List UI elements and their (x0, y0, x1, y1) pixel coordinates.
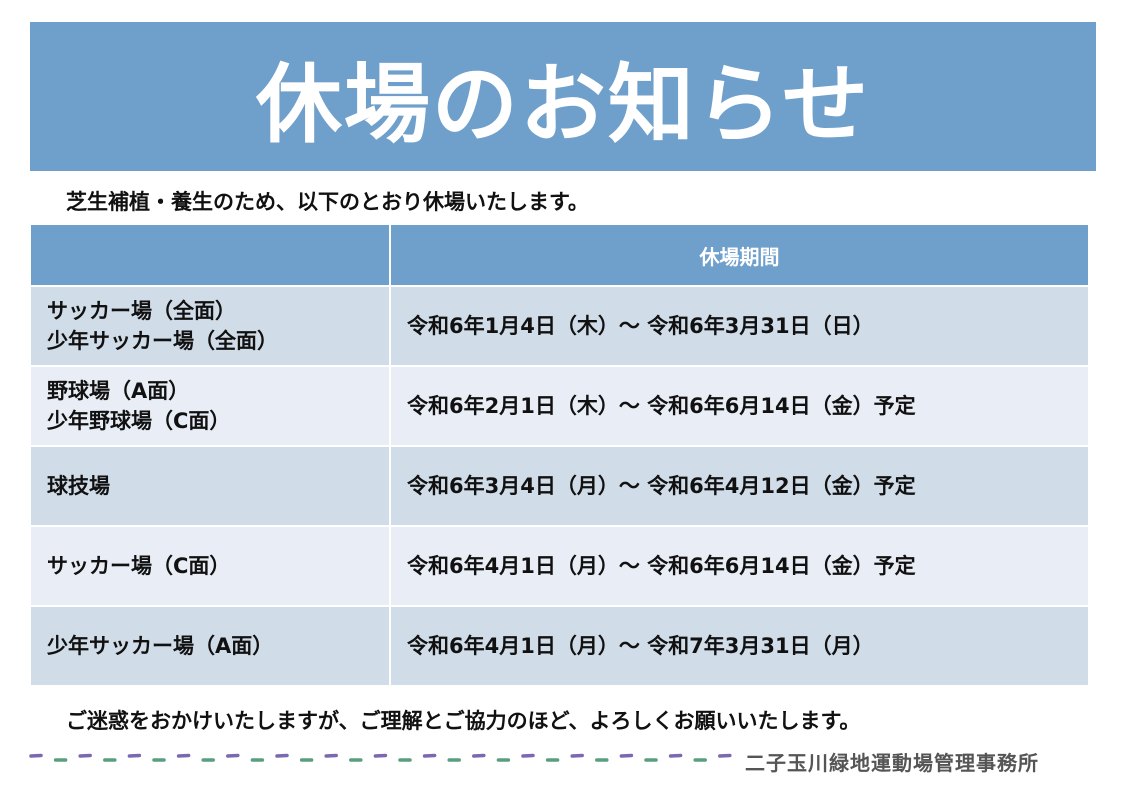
dash-mark (275, 753, 289, 758)
title-banner: 休場のお知らせ (30, 22, 1096, 171)
dashed-divider (29, 753, 732, 762)
header-facility (31, 225, 389, 285)
dash-mark (127, 753, 142, 758)
dash-mark (422, 753, 437, 758)
dash-mark (472, 753, 486, 758)
facility-cell: 球技場 (31, 447, 389, 525)
facility-name: 少年サッカー場（A面） (47, 634, 274, 658)
page-title: 休場のお知らせ (255, 55, 871, 155)
header-period: 休場期間 (391, 225, 1088, 285)
dash-mark (78, 753, 92, 758)
intro-text: 芝生補植・養生のため、以下のとおり休場いたします。 (66, 190, 589, 214)
table-row: 野球場（A面） 少年野球場（C面） 令和6年2月1日（木）～ 令和6年6月14日（金… (31, 367, 1088, 445)
closure-table: 休場期間 サッカー場（全面） 少年サッカー場（全面） 令和6年1月4日（木）～ 令和… (29, 223, 1090, 687)
dash-mark (226, 753, 240, 758)
dash-mark (570, 753, 584, 758)
period-cell: 令和6年4月1日（月）～ 令和7年3月31日（月） (391, 607, 1088, 685)
facility-name: 野球場（A面） (47, 379, 190, 403)
office-name: 二子玉川緑地運動場管理事務所 (745, 751, 1039, 775)
table-row: 球技場 令和6年3月4日（月）～ 令和6年4月12日（金）予定 (31, 447, 1088, 525)
dash-mark (176, 753, 191, 758)
facility-name: サッカー場（C面） (47, 554, 231, 578)
period-cell: 令和6年3月4日（月）～ 令和6年4月12日（金）予定 (391, 447, 1088, 525)
dash-mark (668, 753, 683, 758)
facility-cell: 野球場（A面） 少年野球場（C面） (31, 367, 389, 445)
table-row: 少年サッカー場（A面） 令和6年4月1日（月）～ 令和7年3月31日（月） (31, 607, 1088, 685)
facility-name: 少年サッカー場（全面） (47, 329, 278, 353)
facility-name: サッカー場（全面） (47, 299, 236, 323)
dash-mark (619, 753, 634, 758)
facility-cell: サッカー場（全面） 少年サッカー場（全面） (31, 287, 389, 365)
closing-text: ご迷惑をおかけいたしますが、ご理解とご協力のほど、よろしくお願いいたします。 (66, 709, 861, 733)
dash-mark (324, 753, 338, 758)
facility-name: 球技場 (47, 474, 110, 498)
dash-mark (373, 753, 388, 758)
dash-mark (718, 753, 732, 758)
table-row: サッカー場（全面） 少年サッカー場（全面） 令和6年1月4日（木）～ 令和6年3月3… (31, 287, 1088, 365)
facility-cell: 少年サッカー場（A面） (31, 607, 389, 685)
facility-cell: サッカー場（C面） (31, 527, 389, 605)
dash-mark (29, 753, 43, 758)
period-cell: 令和6年4月1日（月）～ 令和6年6月14日（金）予定 (391, 527, 1088, 605)
period-cell: 令和6年2月1日（木）～ 令和6年6月14日（金）予定 (391, 367, 1088, 445)
dash-mark (521, 753, 535, 758)
table-row: サッカー場（C面） 令和6年4月1日（月）～ 令和6年6月14日（金）予定 (31, 527, 1088, 605)
period-cell: 令和6年1月4日（木）～ 令和6年3月31日（日） (391, 287, 1088, 365)
facility-name: 少年野球場（C面） (47, 409, 231, 433)
